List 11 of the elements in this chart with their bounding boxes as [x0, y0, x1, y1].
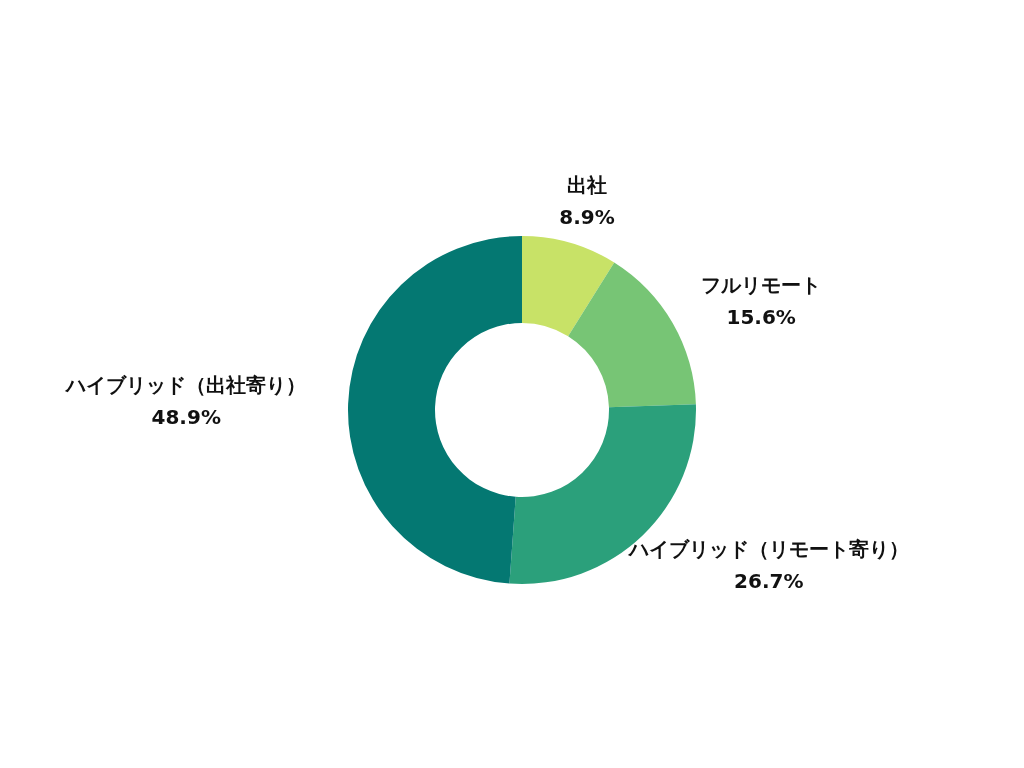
data-label: 8.9%	[559, 205, 615, 230]
slice-label: ハイブリッド（出社寄り）	[64, 373, 307, 398]
donut-slice	[568, 262, 696, 408]
data-label: 26.7%	[734, 568, 804, 593]
slice-label: 出社	[567, 173, 608, 198]
donut-slice	[348, 236, 522, 584]
slice-label: ハイブリッド（リモート寄り）	[626, 536, 909, 561]
data-label: 15.6%	[726, 305, 796, 330]
data-label: 48.9%	[151, 405, 221, 430]
donut-slice	[522, 236, 615, 337]
slice-label: フルリモート	[701, 273, 822, 298]
